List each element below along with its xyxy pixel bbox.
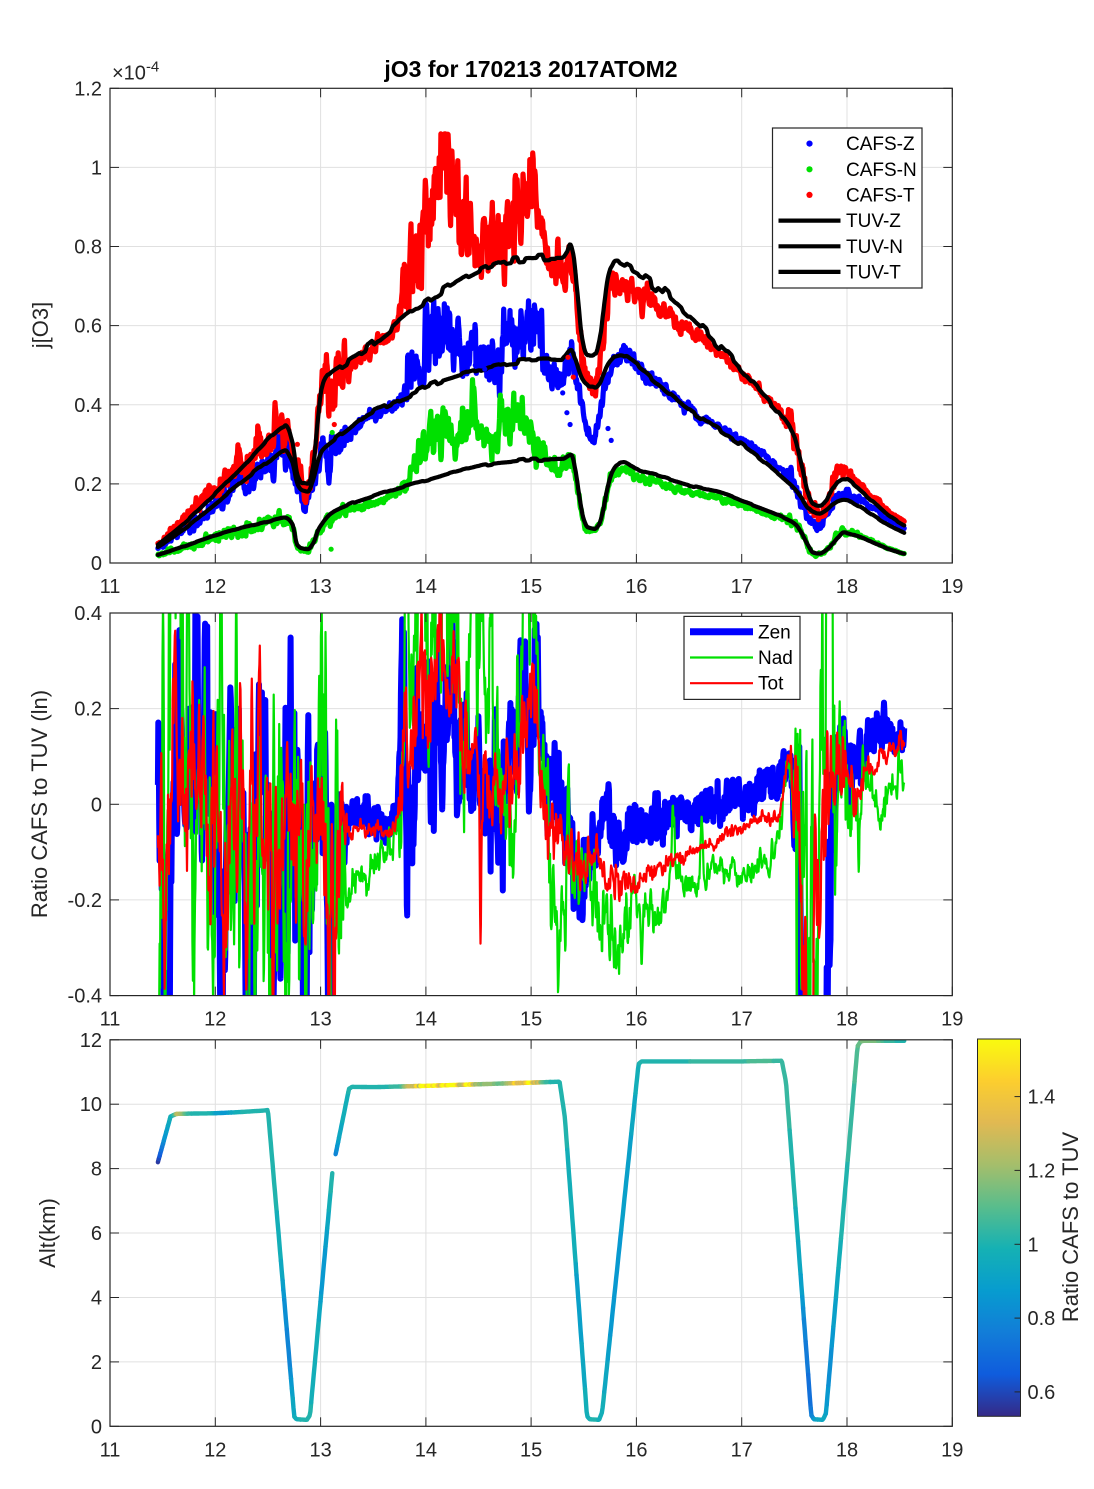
svg-text:16: 16 xyxy=(625,576,647,598)
svg-text:CAFS-N: CAFS-N xyxy=(846,160,917,181)
svg-text:1.4: 1.4 xyxy=(1028,1087,1056,1109)
svg-text:8: 8 xyxy=(91,1159,102,1181)
svg-text:0.2: 0.2 xyxy=(74,699,102,721)
svg-text:0: 0 xyxy=(91,794,102,816)
svg-text:0: 0 xyxy=(91,553,102,575)
svg-text:1.2: 1.2 xyxy=(74,78,102,100)
svg-text:Alt(km): Alt(km) xyxy=(35,1198,60,1268)
svg-text:11: 11 xyxy=(100,576,121,598)
svg-text:18: 18 xyxy=(836,1009,858,1031)
svg-text:14: 14 xyxy=(415,576,437,598)
svg-text:11: 11 xyxy=(100,1439,121,1461)
svg-text:0.6: 0.6 xyxy=(1028,1382,1056,1404)
svg-text:19: 19 xyxy=(941,1439,963,1461)
svg-text:TUV-T: TUV-T xyxy=(846,262,901,283)
svg-text:-0.4: -0.4 xyxy=(68,986,102,1008)
svg-text:16: 16 xyxy=(625,1439,647,1461)
svg-text:Zen: Zen xyxy=(758,622,791,643)
svg-text:TUV-N: TUV-N xyxy=(846,237,903,258)
svg-text:CAFS-Z: CAFS-Z xyxy=(846,134,915,155)
svg-text:2: 2 xyxy=(91,1352,102,1374)
svg-text:6: 6 xyxy=(91,1223,102,1245)
svg-text:17: 17 xyxy=(731,1439,753,1461)
svg-text:18: 18 xyxy=(836,1439,858,1461)
svg-text:0.4: 0.4 xyxy=(74,603,102,625)
svg-text:19: 19 xyxy=(941,1009,963,1031)
svg-text:13: 13 xyxy=(309,576,331,598)
svg-text:1: 1 xyxy=(91,157,102,179)
svg-text:jO3 for 170213 2017ATOM2: jO3 for 170213 2017ATOM2 xyxy=(383,56,677,82)
svg-text:0.8: 0.8 xyxy=(74,237,102,259)
svg-text:Tot: Tot xyxy=(758,674,784,695)
svg-text:12: 12 xyxy=(204,1009,226,1031)
svg-text:12: 12 xyxy=(204,576,226,598)
svg-text:0.2: 0.2 xyxy=(74,474,102,496)
svg-text:j[O3]: j[O3] xyxy=(28,302,53,349)
svg-text:0: 0 xyxy=(91,1416,102,1438)
svg-text:15: 15 xyxy=(520,1439,542,1461)
svg-text:Ratio CAFS to TUV: Ratio CAFS to TUV xyxy=(1058,1132,1083,1323)
svg-text:CAFS-T: CAFS-T xyxy=(846,185,915,206)
svg-text:17: 17 xyxy=(731,576,753,598)
svg-text:Ratio CAFS to TUV (ln): Ratio CAFS to TUV (ln) xyxy=(27,690,52,918)
svg-text:13: 13 xyxy=(309,1009,331,1031)
svg-text:-0.2: -0.2 xyxy=(68,890,102,912)
svg-text:12: 12 xyxy=(204,1439,226,1461)
svg-text:14: 14 xyxy=(415,1439,437,1461)
svg-text:18: 18 xyxy=(836,576,858,598)
svg-text:11: 11 xyxy=(100,1009,121,1031)
svg-text:16: 16 xyxy=(625,1009,647,1031)
svg-text:19: 19 xyxy=(941,576,963,598)
svg-text:14: 14 xyxy=(415,1009,437,1031)
svg-text:15: 15 xyxy=(520,576,542,598)
svg-text:0.4: 0.4 xyxy=(74,395,102,417)
svg-text:0.6: 0.6 xyxy=(74,316,102,338)
svg-text:4: 4 xyxy=(91,1288,102,1310)
svg-text:1.2: 1.2 xyxy=(1028,1160,1056,1182)
svg-text:TUV-Z: TUV-Z xyxy=(846,211,901,232)
svg-text:0.8: 0.8 xyxy=(1028,1308,1056,1330)
svg-text:Nad: Nad xyxy=(758,648,793,669)
svg-text:13: 13 xyxy=(309,1439,331,1461)
svg-text:1: 1 xyxy=(1028,1234,1039,1256)
svg-text:17: 17 xyxy=(731,1009,753,1031)
svg-text:12: 12 xyxy=(80,1030,102,1052)
svg-text:15: 15 xyxy=(520,1009,542,1031)
svg-text:10: 10 xyxy=(80,1094,102,1116)
